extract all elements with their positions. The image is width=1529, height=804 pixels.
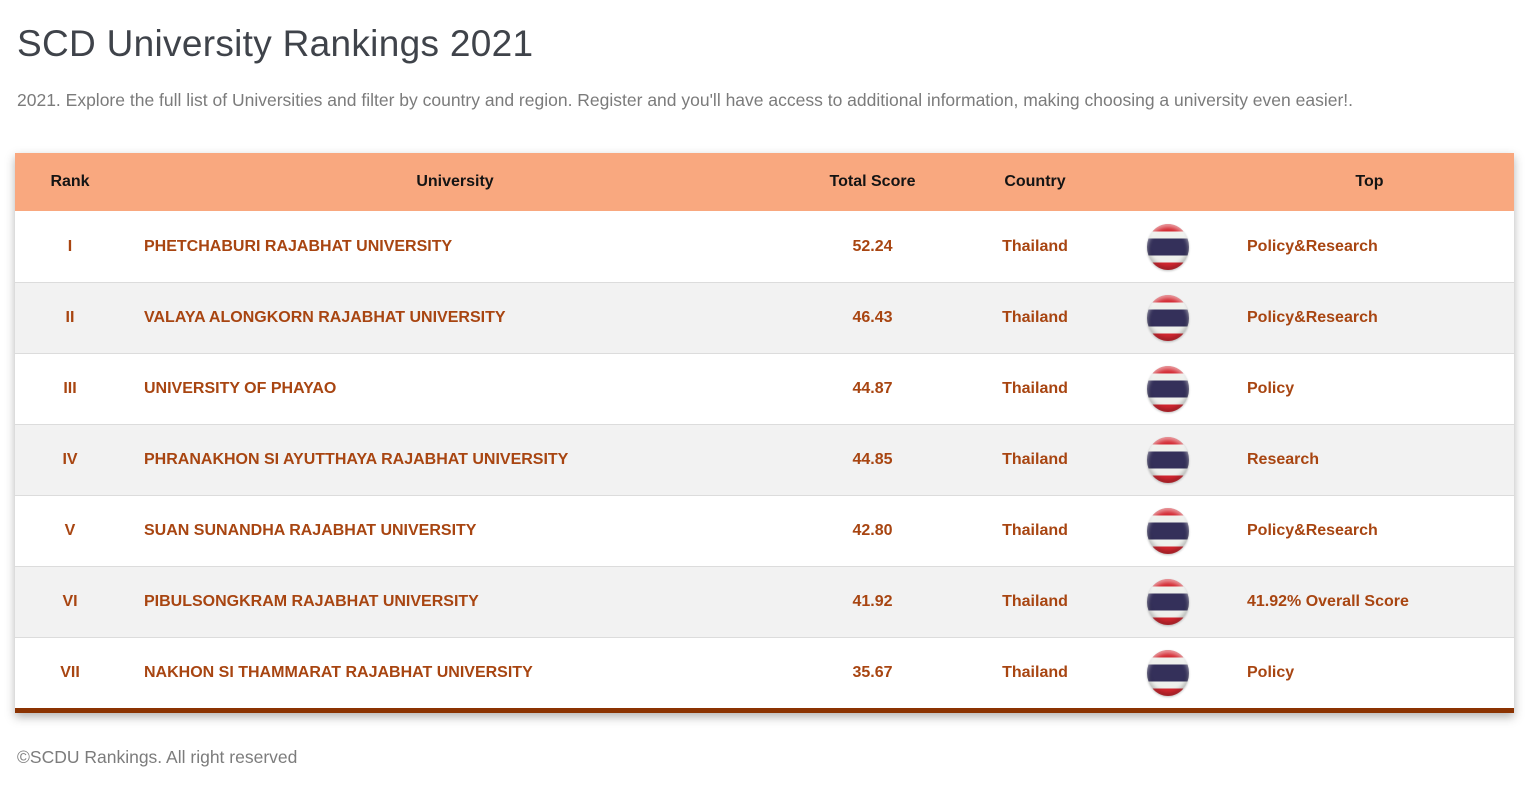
table-body: I PHETCHABURI RAJABHAT UNIVERSITY 52.24 … [15, 211, 1514, 709]
thailand-flag-icon [1146, 579, 1189, 626]
total-score-cell: 46.43 [852, 309, 893, 327]
table-row: I PHETCHABURI RAJABHAT UNIVERSITY 52.24 … [15, 211, 1514, 283]
university-link[interactable]: PIBULSONGKRAM RAJABHAT UNIVERSITY [144, 593, 479, 611]
rank-cell: IV [62, 451, 78, 469]
table-row: VI PIBULSONGKRAM RAJABHAT UNIVERSITY 41.… [15, 566, 1514, 638]
university-link[interactable]: UNIVERSITY OF PHAYAO [144, 380, 337, 398]
table-row: IV PHRANAKHON SI AYUTTHAYA RAJABHAT UNIV… [15, 424, 1514, 496]
rank-cell: VII [60, 664, 80, 682]
top-cell: Research [1247, 451, 1320, 469]
table-row: III UNIVERSITY OF PHAYAO 44.87 Thailand … [15, 353, 1514, 425]
rankings-table: Rank University Total Score Country Top … [15, 153, 1514, 714]
university-link[interactable]: PHETCHABURI RAJABHAT UNIVERSITY [144, 237, 453, 255]
country-cell: Thailand [1002, 593, 1068, 611]
university-link[interactable]: SUAN SUNANDHA RAJABHAT UNIVERSITY [144, 522, 477, 540]
rank-cell: V [64, 522, 76, 540]
thailand-flag-icon [1146, 508, 1189, 555]
thailand-flag-icon [1146, 295, 1189, 342]
thailand-flag-icon [1146, 437, 1189, 484]
country-cell: Thailand [1002, 451, 1068, 469]
flag-cell [1110, 295, 1225, 342]
page-title: SCD University Rankings 2021 [17, 23, 534, 64]
thailand-flag-icon [1146, 366, 1189, 413]
flag-cell [1110, 366, 1225, 413]
top-cell: Policy&Research [1247, 309, 1378, 327]
university-link[interactable]: NAKHON SI THAMMARAT RAJABHAT UNIVERSITY [144, 664, 533, 682]
column-header-university: University [416, 173, 494, 191]
country-cell: Thailand [1002, 664, 1068, 682]
column-header-top: Top [1355, 173, 1384, 191]
total-score-cell: 42.80 [852, 522, 893, 540]
column-header-country: Country [1004, 173, 1066, 191]
flag-cell [1110, 508, 1225, 555]
country-cell: Thailand [1002, 309, 1068, 327]
university-link[interactable]: PHRANAKHON SI AYUTTHAYA RAJABHAT UNIVERS… [144, 451, 569, 469]
thailand-flag-icon [1146, 223, 1189, 270]
column-header-rank: Rank [50, 173, 90, 191]
column-header-total-score: Total Score [829, 173, 916, 191]
flag-cell [1110, 223, 1225, 270]
rank-cell: I [67, 237, 73, 255]
flag-cell [1110, 437, 1225, 484]
rank-cell: VI [62, 593, 78, 611]
total-score-cell: 52.24 [852, 237, 893, 255]
top-cell: Policy [1247, 380, 1295, 398]
total-score-cell: 44.87 [852, 380, 893, 398]
country-cell: Thailand [1002, 380, 1068, 398]
flag-cell [1110, 579, 1225, 626]
country-cell: Thailand [1002, 237, 1068, 255]
footer-copyright: ©SCDU Rankings. All right reserved [17, 747, 298, 768]
table-header-row: Rank University Total Score Country Top [15, 153, 1514, 212]
top-cell: 41.92% Overall Score [1247, 593, 1409, 611]
rank-cell: III [63, 380, 77, 398]
university-link[interactable]: VALAYA ALONGKORN RAJABHAT UNIVERSITY [144, 309, 506, 327]
top-cell: Policy&Research [1247, 522, 1378, 540]
flag-cell [1110, 650, 1225, 697]
table-row: V SUAN SUNANDHA RAJABHAT UNIVERSITY 42.8… [15, 495, 1514, 567]
table-row: II VALAYA ALONGKORN RAJABHAT UNIVERSITY … [15, 282, 1514, 354]
total-score-cell: 44.85 [852, 451, 893, 469]
page-subtitle: 2021. Explore the full list of Universit… [17, 90, 1353, 111]
country-cell: Thailand [1002, 522, 1068, 540]
total-score-cell: 35.67 [852, 664, 893, 682]
rank-cell: II [65, 309, 75, 327]
page: SCD University Rankings 2021 2021. Explo… [0, 22, 1529, 768]
top-cell: Policy&Research [1247, 237, 1378, 255]
top-cell: Policy [1247, 664, 1295, 682]
total-score-cell: 41.92 [852, 593, 893, 611]
table-row: VII NAKHON SI THAMMARAT RAJABHAT UNIVERS… [15, 637, 1514, 709]
thailand-flag-icon [1146, 650, 1189, 697]
